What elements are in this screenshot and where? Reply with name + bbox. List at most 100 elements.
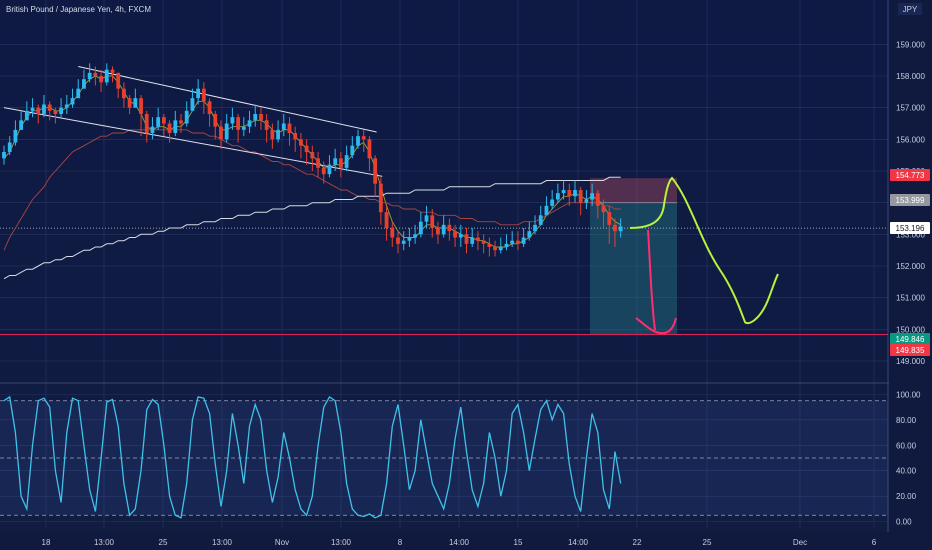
stoch-line [3, 395, 622, 519]
candle-body-76 [436, 228, 440, 235]
projection-drawings [629, 176, 779, 335]
price-axis: 149.000150.000151.000152.000153.000154.0… [889, 0, 932, 550]
candle-body-1 [7, 142, 12, 152]
candle-body-13 [76, 88, 81, 99]
stochastic-oscillator [0, 395, 888, 519]
candle-body-56 [321, 167, 326, 175]
candle-body-90 [516, 240, 520, 244]
candle-body-93 [533, 224, 537, 232]
price-tick-label-9: 158.000 [896, 72, 925, 81]
candle-body-98 [561, 190, 566, 194]
candle-body-18 [104, 69, 109, 83]
price-tag-bg-3 [890, 333, 930, 345]
osc-tick-label-4: 80.00 [896, 416, 917, 425]
candle-body-24 [139, 98, 143, 114]
time-tick-label-12: Dec [793, 538, 807, 547]
candle-body-61 [350, 145, 355, 156]
candle-body-39 [224, 123, 229, 140]
time-tick-label-7: 14:00 [449, 538, 470, 547]
candle-body-97 [555, 193, 560, 200]
price-tick-label-10: 159.000 [896, 40, 925, 49]
candle-body-83 [476, 237, 480, 241]
candle-body-25 [144, 114, 149, 133]
candle-body-78 [447, 224, 452, 232]
candle-body-23 [133, 98, 138, 108]
time-tick-label-2: 25 [159, 538, 168, 547]
price-tick-label-7: 156.000 [896, 135, 925, 144]
candles [2, 63, 623, 257]
candle-body-50 [287, 123, 292, 133]
candle-body-27 [156, 117, 161, 127]
time-axis: 18 13:00 25 13:00 Nov 13:00 8 14:00 15 14:00 22 25 D… [0, 532, 932, 550]
time-tick-label-4: Nov [275, 538, 289, 547]
candle-body-81 [464, 234, 469, 244]
candle-body-59 [338, 158, 343, 168]
candle-body-92 [527, 231, 532, 238]
price-tag-label-3: 149.846 [896, 335, 925, 344]
candle-body-103 [590, 193, 595, 200]
candle-body-35 [201, 88, 206, 102]
candle-body-32 [184, 110, 189, 124]
candle-body-45 [259, 114, 263, 121]
price-tick-label-4: 153.000 [896, 230, 925, 239]
candle-body-0 [2, 152, 6, 159]
candle-body-100 [573, 190, 577, 197]
candle-body-9 [53, 110, 58, 114]
candle-body-49 [281, 123, 286, 130]
candle-body-89 [510, 240, 515, 244]
candle-body-106 [607, 212, 612, 225]
candle-body-19 [110, 69, 115, 73]
price-tick-label-1: 150.000 [896, 325, 925, 334]
candle-body-12 [70, 98, 75, 105]
bullish-projection-path [629, 176, 779, 325]
candle-body-40 [230, 117, 235, 124]
candle-body-38 [219, 126, 223, 140]
candle-body-58 [333, 158, 338, 165]
candle-body-3 [19, 120, 24, 130]
candle-body-68 [390, 228, 395, 238]
candle-body-74 [424, 215, 429, 222]
osc-tick-label-5: 100.00 [896, 390, 921, 399]
price-tick-label-0: 149.000 [896, 357, 925, 366]
candle-body-21 [122, 88, 126, 99]
time-tick-label-3: 13:00 [212, 538, 233, 547]
price-tag-label-0: 154.773 [896, 171, 925, 180]
axis-background [889, 0, 932, 550]
time-tick-label-5: 13:00 [331, 538, 352, 547]
candle-body-79 [453, 231, 457, 238]
symbol-title: British Pound / Japanese Yen, 4h, FXCM [6, 5, 151, 14]
candle-body-28 [161, 117, 166, 124]
candle-body-5 [30, 107, 35, 111]
candle-body-88 [504, 243, 509, 247]
candle-body-80 [458, 234, 463, 238]
candle-body-77 [441, 224, 446, 235]
candle-body-66 [378, 183, 383, 213]
candle-body-41 [236, 117, 241, 130]
candle-body-16 [93, 72, 98, 76]
currency-label: JPY [903, 5, 918, 14]
osc-tick-label-3: 60.00 [896, 441, 917, 450]
candle-body-104 [595, 193, 600, 206]
candle-body-67 [384, 212, 389, 228]
candle-body-105 [601, 205, 606, 213]
osc-tick-label-1: 20.00 [896, 492, 917, 501]
time-tick-label-8: 15 [514, 538, 523, 547]
candle-body-72 [413, 234, 418, 238]
price-tag-bg-4 [890, 344, 930, 356]
candle-body-63 [361, 136, 366, 140]
candle-body-36 [207, 101, 212, 114]
candle-body-8 [47, 104, 52, 111]
candle-body-47 [270, 129, 275, 140]
time-tick-label-10: 22 [633, 538, 642, 547]
price-tag-label-4: 149.835 [896, 346, 925, 355]
candle-body-94 [538, 215, 543, 225]
price-tick-label-2: 151.000 [896, 294, 925, 303]
candle-body-108 [618, 226, 623, 232]
candle-body-7 [42, 104, 46, 114]
candle-body-101 [578, 190, 583, 203]
candle-body-96 [550, 199, 555, 206]
price-tag-bg-2 [890, 222, 930, 234]
take-profit-zone [590, 202, 677, 335]
